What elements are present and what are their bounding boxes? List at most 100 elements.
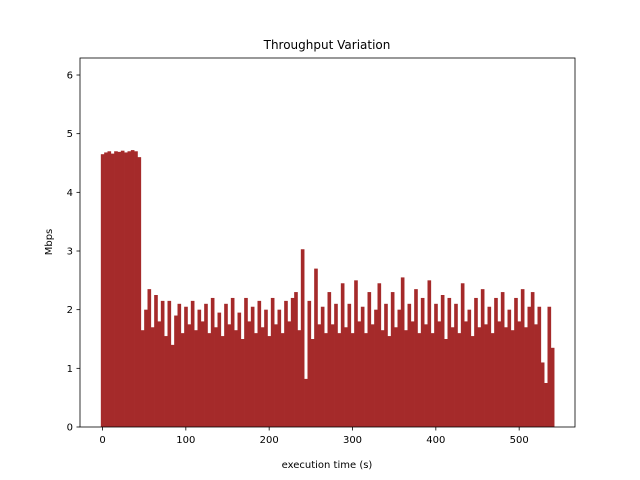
bar bbox=[494, 297, 498, 427]
bar bbox=[430, 333, 435, 427]
bar bbox=[267, 336, 272, 427]
bar bbox=[120, 150, 125, 427]
bar bbox=[517, 321, 522, 427]
y-tick-label: 5 bbox=[67, 129, 73, 140]
bar bbox=[317, 324, 322, 427]
bar bbox=[547, 306, 552, 427]
bar bbox=[320, 306, 325, 427]
bar bbox=[314, 268, 318, 427]
bar bbox=[360, 306, 365, 427]
bar bbox=[307, 300, 312, 427]
bar bbox=[437, 321, 442, 427]
bar bbox=[467, 309, 472, 427]
bar bbox=[224, 303, 228, 427]
bar bbox=[527, 306, 532, 427]
bar bbox=[294, 292, 298, 427]
bar bbox=[110, 153, 115, 427]
bar bbox=[370, 324, 375, 427]
bar bbox=[470, 336, 475, 427]
bar bbox=[240, 339, 245, 427]
bar bbox=[340, 283, 345, 427]
x-tick-label: 400 bbox=[426, 435, 445, 446]
bar bbox=[514, 297, 518, 427]
bar bbox=[530, 292, 535, 427]
bar bbox=[310, 339, 315, 427]
bar bbox=[504, 327, 508, 427]
bar bbox=[384, 303, 388, 427]
bar bbox=[210, 297, 215, 427]
bar bbox=[244, 297, 248, 427]
bar bbox=[444, 339, 448, 427]
bar bbox=[264, 309, 268, 427]
bar bbox=[247, 321, 252, 427]
y-tick-label: 0 bbox=[67, 423, 73, 434]
bar bbox=[287, 321, 292, 427]
bar bbox=[324, 333, 328, 427]
bar bbox=[524, 327, 528, 427]
bar bbox=[344, 327, 348, 427]
y-tick-label: 4 bbox=[67, 188, 73, 199]
bar bbox=[534, 324, 538, 427]
bar bbox=[260, 327, 265, 427]
bar bbox=[250, 306, 255, 427]
bar bbox=[434, 303, 438, 427]
bar bbox=[450, 327, 455, 427]
bar bbox=[237, 312, 242, 427]
bar bbox=[454, 303, 458, 427]
bar bbox=[144, 309, 148, 427]
bar bbox=[474, 297, 478, 427]
bar bbox=[137, 157, 142, 428]
x-tick-label: 500 bbox=[510, 435, 529, 446]
bar bbox=[500, 292, 505, 427]
y-tick-label: 2 bbox=[67, 305, 73, 316]
plot-frame bbox=[79, 57, 576, 428]
bar bbox=[297, 330, 302, 427]
bar bbox=[334, 303, 338, 427]
y-tick-label: 3 bbox=[67, 247, 73, 258]
bar bbox=[464, 321, 468, 427]
bar bbox=[387, 336, 392, 427]
bar bbox=[254, 333, 258, 427]
bar bbox=[174, 315, 178, 427]
bar bbox=[130, 150, 135, 427]
x-tick-label: 0 bbox=[99, 435, 105, 446]
x-tick-label: 200 bbox=[260, 435, 279, 446]
bar bbox=[290, 297, 295, 427]
bar bbox=[417, 333, 422, 427]
bar bbox=[367, 292, 372, 427]
chart-title: Throughput Variation bbox=[263, 38, 391, 52]
bar bbox=[117, 151, 122, 427]
bar bbox=[537, 306, 542, 427]
bar bbox=[104, 152, 108, 427]
x-tick-label: 300 bbox=[343, 435, 362, 446]
y-tick-label: 1 bbox=[67, 364, 73, 375]
bar bbox=[337, 333, 342, 427]
bar bbox=[227, 324, 232, 427]
bar bbox=[440, 295, 445, 427]
bar bbox=[447, 297, 452, 427]
bar bbox=[477, 327, 482, 427]
bar bbox=[487, 306, 492, 427]
bar bbox=[274, 324, 278, 427]
bar bbox=[184, 306, 188, 427]
bar bbox=[134, 151, 138, 428]
bar bbox=[497, 321, 502, 427]
bar bbox=[397, 309, 402, 427]
bar bbox=[147, 289, 152, 427]
bar bbox=[304, 378, 308, 427]
bar bbox=[420, 297, 425, 427]
bar bbox=[234, 330, 238, 427]
bar bbox=[270, 297, 275, 427]
bar bbox=[160, 300, 165, 427]
x-tick-label: 100 bbox=[176, 435, 195, 446]
bar bbox=[177, 303, 182, 427]
bar bbox=[364, 333, 368, 427]
bar bbox=[127, 151, 132, 428]
bar bbox=[507, 309, 512, 427]
bar bbox=[390, 292, 395, 427]
bar bbox=[457, 333, 462, 427]
bar bbox=[407, 303, 412, 427]
bar bbox=[550, 347, 555, 427]
bar bbox=[100, 154, 105, 428]
